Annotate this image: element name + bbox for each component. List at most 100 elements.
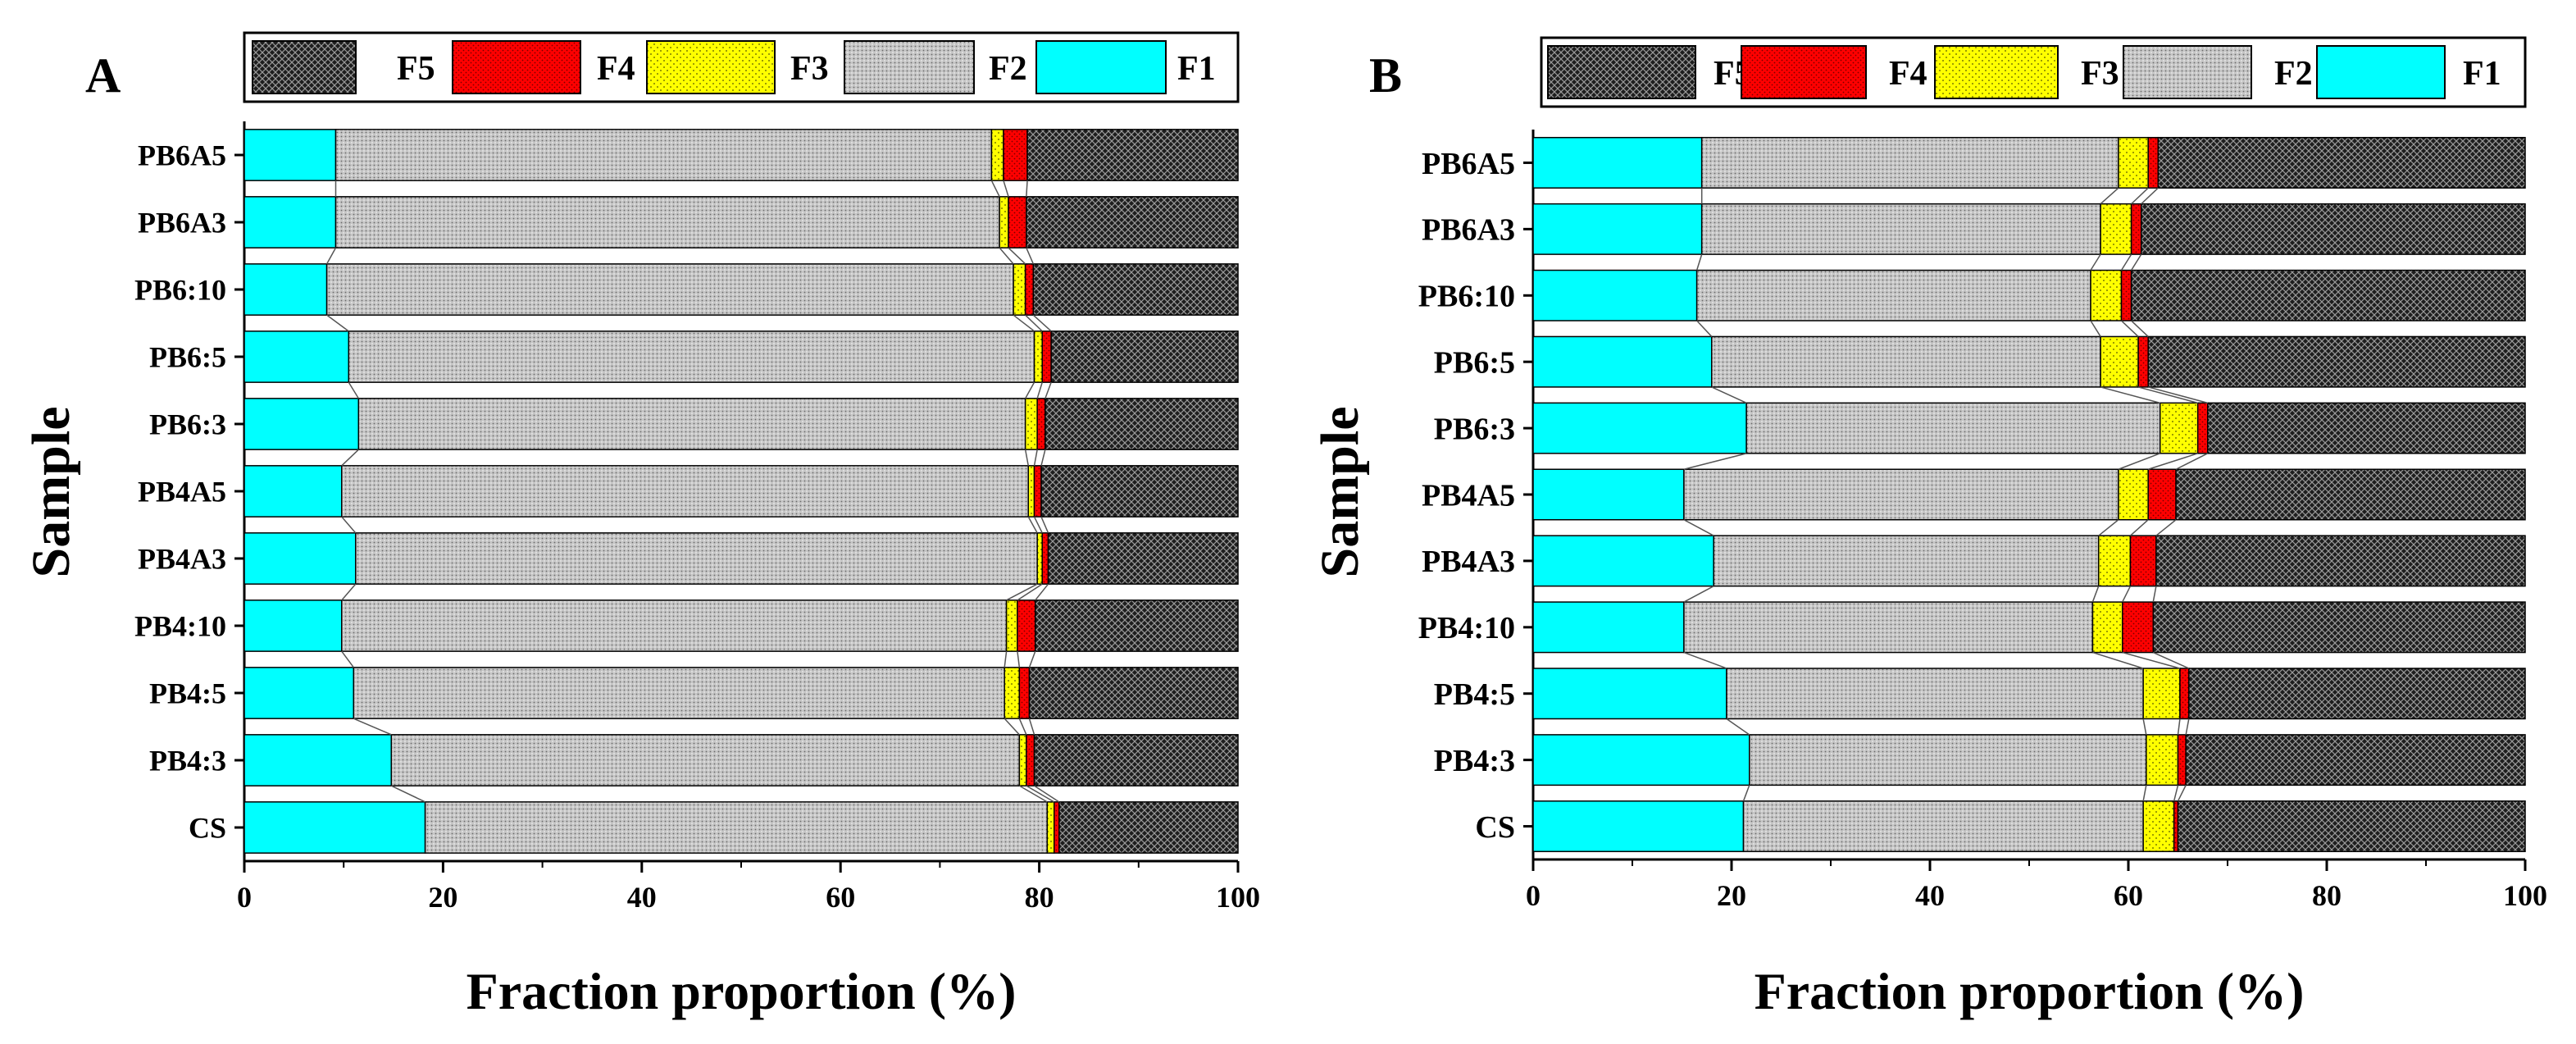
connector-line: [342, 449, 359, 466]
bar-segment-f4: [1035, 466, 1041, 517]
bar-segment-f5: [1026, 197, 1238, 248]
legend: F5 F4 F3 F2 F1: [244, 33, 1238, 102]
category-label: PB6:10: [134, 274, 226, 307]
x-tick-label: 0: [1526, 879, 1541, 912]
bar-segment-f3: [1037, 533, 1042, 584]
connector-line: [1744, 785, 1750, 800]
legend-label-f2: F2: [989, 50, 1027, 88]
connector-line: [2153, 586, 2156, 602]
chart-panel-b: B F5 F4 F3 F2 F10 20 40 60 80 100PB6A5PB6A3PB6:10P…: [1310, 38, 2547, 1020]
bar-segment-f1: [1533, 602, 1684, 652]
connector-line: [2143, 718, 2146, 734]
category-label: PB4A3: [1422, 545, 1515, 579]
bar-segment-f4: [1004, 130, 1027, 180]
category-label: PB4:10: [1418, 611, 1515, 645]
bar-segment-f3: [1004, 668, 1019, 718]
figure: A F5 F4 F3 F2 F10 20 40 60 80 100PB6A5PB6A3PB6:10P…: [0, 0, 2576, 1044]
connector-line: [1684, 454, 1746, 469]
bar-segment-f4: [2123, 602, 2154, 652]
bar-segment-f3: [1007, 600, 1017, 651]
connector-line: [2100, 188, 2119, 203]
connector-line: [1035, 584, 1049, 600]
connector-line: [1004, 651, 1006, 668]
legend-swatch-f1: [2317, 46, 2445, 98]
connector-line: [342, 651, 354, 668]
bar-segment-f2: [327, 264, 1013, 315]
connector-line: [1697, 321, 1712, 336]
chart-panel-a: A F5 F4 F3 F2 F1 0 20 40 60 80 100 PB6A5 PB6A3 PB6:10 P…: [21, 33, 1260, 1020]
category-label: PB6:5: [149, 341, 226, 374]
connector-line: [2174, 785, 2178, 800]
bar-segment-f4: [1037, 399, 1045, 449]
bar-segment-f1: [244, 533, 356, 584]
category-label: PB4:10: [134, 610, 226, 643]
category-label: PB4:3: [1434, 744, 1515, 778]
bar-segment-f3: [1028, 466, 1034, 517]
bar-segment-f1: [1533, 403, 1746, 453]
bar-segment-f2: [342, 600, 1007, 651]
bar-segment-f5: [2148, 336, 2525, 386]
category-label: PB6A3: [138, 207, 226, 239]
bar-segment-f3: [2160, 403, 2198, 453]
connector-line: [2122, 321, 2139, 336]
bar-segment-f3: [1019, 735, 1026, 786]
connector-line: [1035, 449, 1038, 466]
connector-line: [1004, 180, 1008, 197]
bar-segment-f3: [2091, 271, 2122, 321]
bar-segment-f3: [1035, 331, 1043, 382]
bar-segment-f5: [2158, 138, 2525, 188]
bar-segment-f3: [2119, 469, 2148, 519]
bar-segment-f4: [2132, 204, 2141, 254]
x-tick-label: 20: [428, 881, 457, 914]
panel-label: A: [85, 48, 121, 103]
category-label: CS: [1475, 810, 1515, 845]
connector-line: [1033, 315, 1051, 331]
connector-line: [348, 382, 358, 399]
connector-line: [2178, 718, 2180, 734]
bar-segment-f3: [2143, 801, 2174, 851]
legend-swatch-f1: [1036, 41, 1166, 93]
bar-segment-f5: [1051, 331, 1238, 382]
bar-segment-f2: [353, 668, 1004, 718]
x-tick-label: 80: [2312, 879, 2342, 912]
category-label: PB4:5: [1434, 677, 1515, 712]
bar-segment-f4: [2198, 403, 2208, 453]
connector-line: [2186, 718, 2189, 734]
bar-segment-f4: [1042, 533, 1048, 584]
legend-swatch-f4: [453, 41, 580, 93]
bar-segment-f2: [348, 331, 1034, 382]
bar-segment-f2: [1684, 469, 2119, 519]
connector-line: [1697, 254, 1702, 270]
bar-segment-f2: [356, 533, 1037, 584]
connector-line: [2132, 254, 2141, 270]
bar-segment-f5: [2208, 403, 2525, 453]
x-tick-label: 80: [1025, 881, 1054, 914]
bar-segment-f2: [1702, 204, 2100, 254]
x-tick-label: 40: [1915, 879, 1945, 912]
panel-label: B: [1369, 48, 1402, 103]
connector-line: [1684, 520, 1714, 536]
legend-label-f3: F3: [2081, 55, 2119, 93]
bar-segment-f4: [2122, 271, 2132, 321]
bar-segment-f3: [1047, 802, 1054, 853]
bar-segment-f1: [1533, 668, 1727, 718]
bar-segment-f1: [244, 130, 336, 180]
bars: [244, 130, 1238, 853]
bar-segment-f2: [391, 735, 1019, 786]
category-label: PB6A5: [1422, 147, 1515, 181]
legend-swatch-f3: [1935, 46, 2058, 98]
bar-segment-f5: [1045, 399, 1238, 449]
bar-segment-f1: [1533, 271, 1697, 321]
x-tick-label: 40: [627, 881, 657, 914]
bar-segment-f2: [1714, 536, 2098, 586]
bar-segment-f1: [1533, 536, 1714, 586]
connector-line: [1029, 651, 1035, 668]
connector-line: [342, 517, 356, 533]
bar-segment-f2: [1744, 801, 2144, 851]
bar-segment-f4: [1019, 668, 1029, 718]
bar-segment-f1: [1533, 204, 1702, 254]
connector-line: [1026, 315, 1043, 331]
bar-segment-f5: [2186, 735, 2525, 785]
x-tick-label: 60: [2114, 879, 2143, 912]
y-axis-title: Sample: [1310, 406, 1370, 577]
